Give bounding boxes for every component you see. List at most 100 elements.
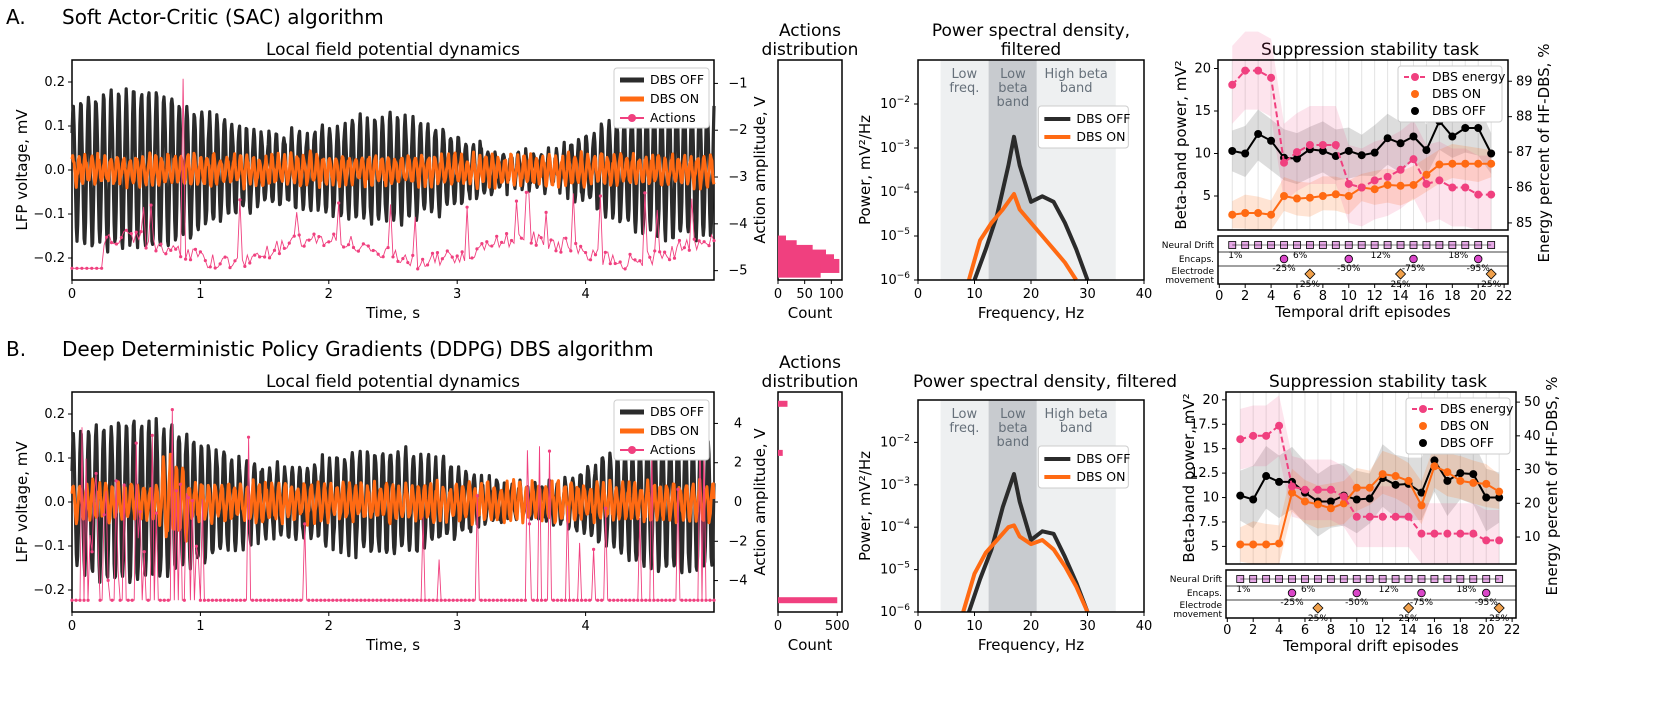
- action-point: [658, 250, 662, 254]
- stab-point: [1417, 529, 1426, 538]
- panel-heading: Soft Actor-Critic (SAC) algorithm: [62, 5, 384, 29]
- panel-a: A. Soft Actor-Critic (SAC) algorithm Local…: [6, 5, 1553, 322]
- stab-ytick-label: 12.5: [1190, 466, 1219, 481]
- stab-xtick-label: 8: [1327, 623, 1335, 638]
- stab-point: [1417, 488, 1426, 497]
- encaps-marker: [1279, 254, 1289, 264]
- stab-band-on: [1240, 444, 1500, 564]
- action-point: [332, 232, 336, 236]
- action-point: [315, 598, 319, 602]
- stab-point: [1391, 472, 1400, 481]
- action-point: [142, 550, 146, 554]
- action-point: [144, 246, 148, 250]
- stab-point: [1228, 210, 1237, 219]
- encaps-pct: -95%: [1475, 598, 1499, 608]
- action-point: [238, 598, 243, 602]
- encaps-marker: [1417, 588, 1426, 598]
- action-point: [588, 258, 593, 262]
- action-point: [485, 240, 489, 244]
- lfp-ytick-label: −0.2: [33, 251, 65, 266]
- action-point: [90, 266, 94, 270]
- action-point: [78, 598, 82, 602]
- action-point: [263, 255, 267, 259]
- stab-point: [1383, 134, 1392, 143]
- action-point: [381, 255, 385, 259]
- action-point: [539, 598, 544, 602]
- psd-band-label: Low: [1000, 67, 1026, 82]
- lfp-ytick-label: −0.1: [33, 207, 65, 222]
- electrode-pct: 25%: [1300, 280, 1320, 290]
- stab-point: [1300, 497, 1309, 506]
- stab-rtick-label: 40: [1524, 429, 1541, 444]
- action-point: [122, 483, 126, 487]
- lfp-action-points: [70, 408, 716, 602]
- stab-point: [1461, 183, 1470, 192]
- action-point: [608, 262, 612, 266]
- action-point: [574, 241, 578, 246]
- stab-legend-marker: [1419, 439, 1427, 447]
- stab-point: [1267, 136, 1276, 145]
- action-point: [467, 598, 471, 602]
- stab-point: [1352, 512, 1361, 521]
- action-point: [411, 253, 415, 257]
- action-point: [628, 598, 632, 602]
- stab-ytick-label: 15: [1194, 104, 1211, 119]
- stab-xlabel: Temporal drift episodes: [1274, 303, 1451, 321]
- action-point: [359, 598, 363, 602]
- action-point: [416, 267, 420, 271]
- psd-ylabel: Power, mV²/Hz: [856, 115, 874, 225]
- drift-row-label: movement: [1165, 276, 1214, 286]
- lfp-ylabel: LFP voltage, mV: [13, 441, 31, 563]
- psd-series-dbs-on: [966, 192, 1078, 282]
- psd-ytick-label: 10−3: [880, 139, 910, 156]
- action-point: [292, 234, 296, 238]
- action-point: [700, 598, 704, 602]
- hist-title-1: Actions: [779, 353, 841, 373]
- neural-drift-pct: 6%: [1301, 585, 1316, 595]
- action-point: [322, 243, 326, 248]
- action-point: [680, 598, 684, 602]
- stab-title: Suppression stability task: [1269, 372, 1487, 392]
- action-point: [85, 266, 89, 270]
- psd-xtick-label: 20: [1023, 287, 1040, 302]
- stab-rtick-label: 30: [1524, 463, 1541, 478]
- action-point: [188, 258, 193, 262]
- action-point: [223, 255, 227, 259]
- stab-point: [1456, 529, 1465, 538]
- psd-band-label: band: [1060, 421, 1093, 436]
- action-point: [222, 598, 227, 602]
- stab-point: [1292, 154, 1301, 163]
- action-point: [114, 242, 119, 246]
- stab-point: [1435, 176, 1444, 185]
- action-point: [633, 258, 637, 262]
- drift-row-label: Encaps.: [1179, 255, 1214, 265]
- psd-series-dbs-on: [961, 523, 1090, 613]
- lfp-legend-label: DBS OFF: [650, 72, 704, 87]
- drift-row-label: Electrode: [1180, 601, 1223, 611]
- action-point: [331, 598, 335, 602]
- psd-ytick-label: 10−2: [880, 433, 910, 450]
- stab-point: [1482, 493, 1491, 502]
- action-point: [218, 598, 223, 602]
- action-point: [386, 245, 390, 250]
- lfp-xlabel: Time, s: [365, 636, 420, 654]
- action-point: [307, 598, 311, 602]
- stab-xtick-label: 4: [1275, 623, 1283, 638]
- stab-title: Suppression stability task: [1261, 40, 1479, 60]
- stab-band-energy: [1240, 395, 1500, 564]
- action-point: [395, 598, 399, 602]
- action-point: [95, 266, 99, 270]
- stab-rtick-label: 88: [1516, 110, 1533, 125]
- action-point: [503, 598, 507, 602]
- psd-band-label: freq.: [949, 421, 979, 436]
- action-point: [445, 249, 449, 253]
- action-point: [499, 598, 503, 602]
- stab-band-off: [1240, 429, 1500, 537]
- action-point: [451, 598, 455, 602]
- lfp-ytick-label: 0.2: [44, 407, 65, 422]
- stab-point: [1443, 476, 1452, 485]
- action-point: [342, 245, 346, 249]
- action-point: [139, 230, 143, 234]
